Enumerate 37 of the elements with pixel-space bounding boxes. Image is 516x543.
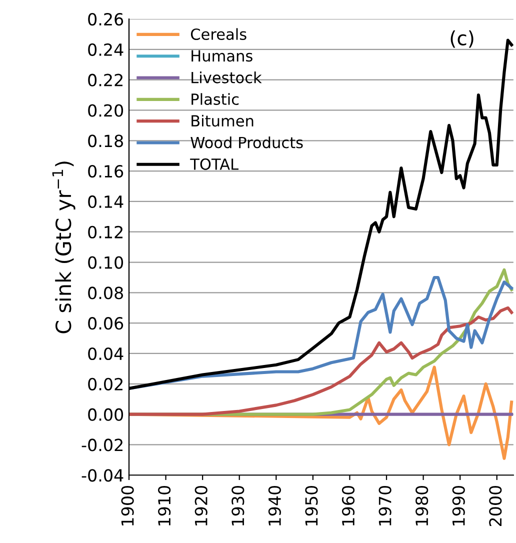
- x-tick-label: 1900: [121, 486, 134, 526]
- y-tick-label: 0.08: [88, 286, 123, 300]
- y-tick-label: 0.20: [88, 104, 124, 117]
- line-series: [129, 306, 514, 416]
- legend-label: Plastic: [192, 93, 239, 105]
- legend-label: Wood Products: [190, 136, 303, 148]
- y-tick-label: 0.12: [88, 226, 122, 238]
- x-tick-label: 2000: [489, 486, 502, 526]
- legend-label: Livestock: [192, 71, 262, 84]
- legend-label: Bitumen: [192, 114, 254, 127]
- y-tick-label: 0.06: [88, 317, 124, 330]
- y-axis-title: C sink (GtC yr$^{−1}$): [52, 162, 76, 334]
- y-tick-label: 0.16: [88, 165, 124, 178]
- y-tick-label: -0.04: [82, 469, 124, 482]
- x-tick-label: 1980: [416, 486, 428, 526]
- x-tick-label: 1950: [305, 486, 318, 526]
- legend-label: Humans: [192, 50, 252, 62]
- x-tick-label: 1920: [194, 486, 208, 526]
- x-tick-label: 1940: [268, 486, 281, 526]
- x-tick-label: 1960: [342, 486, 355, 526]
- legend-label: TOTAL: [190, 158, 238, 170]
- y-tick-label: 0.04: [88, 347, 124, 360]
- y-tick-label: 0.22: [88, 74, 122, 86]
- annotation: (c): [450, 30, 474, 48]
- y-tick-label: 0.10: [88, 256, 124, 269]
- y-tick-label: 0.14: [88, 195, 124, 208]
- y-tick-label: 0.18: [88, 134, 123, 148]
- y-tick-label: 0.24: [88, 43, 124, 56]
- x-tick-label: 1910: [158, 486, 171, 526]
- y-tick-label: 0.02: [88, 378, 122, 390]
- legend-label: Cereals: [190, 28, 246, 40]
- x-tick-label: 1930: [232, 486, 244, 526]
- x-tick-label: 1990: [452, 486, 465, 526]
- y-tick-label: -0.02: [82, 438, 122, 452]
- y-tick-label: 0.26: [88, 12, 124, 26]
- x-tick-label: 1970: [378, 486, 392, 526]
- y-tick-label: 0.00: [88, 408, 124, 421]
